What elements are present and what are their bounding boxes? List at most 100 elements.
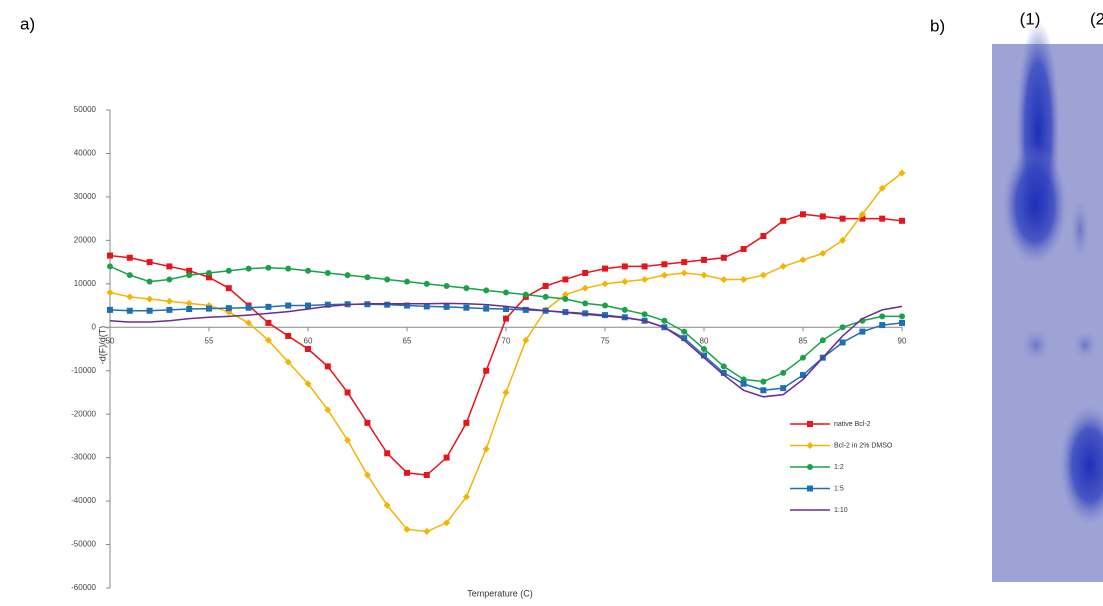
series xyxy=(107,170,906,536)
marker xyxy=(404,470,410,476)
marker xyxy=(661,318,667,324)
marker xyxy=(483,445,490,452)
marker xyxy=(741,246,747,252)
marker xyxy=(602,303,608,309)
marker xyxy=(622,263,628,269)
marker xyxy=(206,270,212,276)
marker xyxy=(721,255,727,261)
x-axis-title: Temperature (C) xyxy=(467,588,533,598)
marker xyxy=(384,302,390,308)
marker xyxy=(720,276,727,283)
line xyxy=(110,173,902,532)
x-tick-label: 85 xyxy=(799,336,808,345)
legend-marker xyxy=(807,421,813,427)
marker xyxy=(602,280,609,287)
y-tick-label: -40000 xyxy=(71,496,96,505)
marker xyxy=(582,270,588,276)
marker xyxy=(641,276,648,283)
legend-label: Bcl-2 in 2% DMSO xyxy=(834,442,893,449)
marker xyxy=(543,283,549,289)
x-tick-label: 70 xyxy=(502,336,511,345)
marker xyxy=(146,296,153,303)
y-tick-label: 50000 xyxy=(74,105,97,114)
marker xyxy=(483,368,489,374)
marker xyxy=(562,296,568,302)
marker xyxy=(325,363,331,369)
x-tick-label: 75 xyxy=(601,336,610,345)
marker xyxy=(800,256,807,263)
marker xyxy=(107,263,113,269)
marker xyxy=(622,307,628,313)
marker xyxy=(840,324,846,330)
marker xyxy=(147,308,153,314)
marker xyxy=(285,266,291,272)
y-tick-label: 20000 xyxy=(74,235,97,244)
marker xyxy=(166,298,173,305)
marker xyxy=(364,274,370,280)
marker xyxy=(384,276,390,282)
marker xyxy=(582,285,589,292)
marker xyxy=(800,211,806,217)
marker xyxy=(463,285,469,291)
marker xyxy=(543,294,549,300)
marker xyxy=(701,272,708,279)
y-tick-label: 0 xyxy=(92,322,97,331)
marker xyxy=(840,216,846,222)
marker xyxy=(384,450,390,456)
marker xyxy=(147,279,153,285)
marker xyxy=(602,266,608,272)
marker xyxy=(879,313,885,319)
marker xyxy=(147,259,153,265)
y-tick-label: -50000 xyxy=(71,540,96,549)
marker xyxy=(780,385,786,391)
marker xyxy=(186,272,192,278)
panel-label: a) xyxy=(20,14,35,33)
marker xyxy=(166,263,172,269)
figure: a) b) (1) (2) Temperature (C) -d(F)/d(T)… xyxy=(0,0,1103,601)
marker xyxy=(503,316,509,322)
marker xyxy=(621,278,628,285)
lane-label: (2) xyxy=(1090,9,1103,28)
marker xyxy=(899,320,905,326)
marker xyxy=(879,216,885,222)
marker xyxy=(661,272,668,279)
marker xyxy=(285,303,291,309)
x-tick-label: 80 xyxy=(700,336,709,345)
x-tick-label: 90 xyxy=(898,336,907,345)
marker xyxy=(463,305,469,311)
legend-marker xyxy=(807,486,813,492)
y-tick-label: -20000 xyxy=(71,409,96,418)
marker xyxy=(582,300,588,306)
marker xyxy=(780,263,787,270)
marker xyxy=(483,287,489,293)
marker xyxy=(226,285,232,291)
marker xyxy=(523,292,529,298)
marker xyxy=(404,279,410,285)
marker xyxy=(186,300,193,307)
marker xyxy=(820,337,826,343)
y-tick-label: -30000 xyxy=(71,453,96,462)
gel-image xyxy=(992,20,1103,582)
legend-label: native Bcl-2 xyxy=(834,421,871,428)
panel-label: b) xyxy=(930,16,945,35)
marker xyxy=(107,307,113,313)
marker xyxy=(305,346,311,352)
marker xyxy=(701,346,707,352)
marker xyxy=(503,290,509,296)
marker xyxy=(305,268,311,274)
y-tick-label: 30000 xyxy=(74,192,97,201)
marker xyxy=(166,276,172,282)
marker xyxy=(444,283,450,289)
marker xyxy=(345,389,351,395)
marker xyxy=(721,363,727,369)
marker xyxy=(503,389,510,396)
marker xyxy=(166,307,172,313)
marker xyxy=(127,272,133,278)
marker xyxy=(820,213,826,219)
legend-label: 1:2 xyxy=(834,464,844,471)
marker xyxy=(206,306,212,312)
marker xyxy=(127,308,133,314)
x-tick-label: 50 xyxy=(106,336,115,345)
marker xyxy=(740,276,747,283)
marker xyxy=(444,304,450,310)
